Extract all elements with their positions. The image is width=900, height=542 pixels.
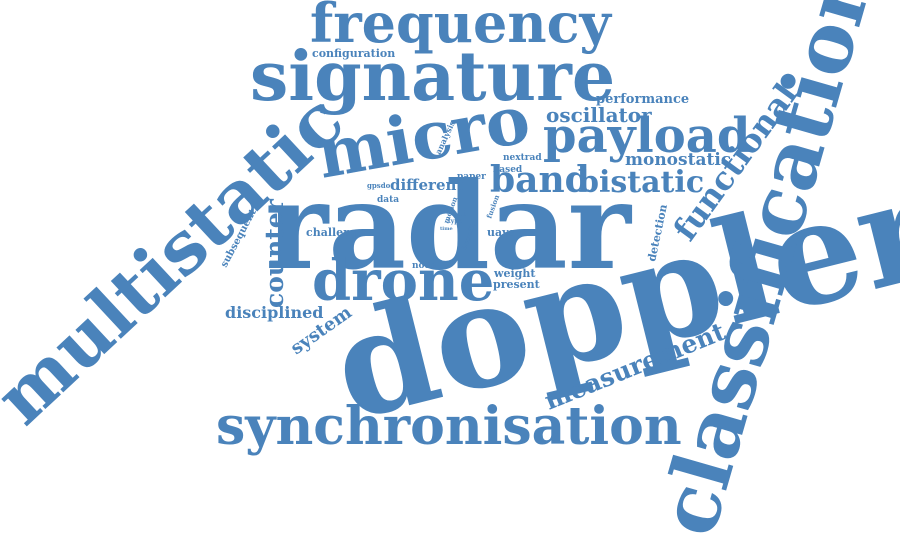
word-low: low xyxy=(443,206,453,212)
word-band: band xyxy=(490,159,590,201)
word-cot: cot xyxy=(452,208,466,218)
word-frequency: frequency xyxy=(310,0,613,55)
word-challenge: challenge xyxy=(306,226,366,239)
word-payload: payload xyxy=(543,108,750,164)
word-different: different xyxy=(390,176,463,194)
word-disciplined: disciplined xyxy=(225,303,323,322)
word-drone: drone xyxy=(312,248,494,314)
word-oscillator: oscillator xyxy=(546,103,652,127)
word-performance: performance xyxy=(596,92,689,107)
word-paper: paper xyxy=(457,172,486,182)
word-radar: radar xyxy=(265,156,633,297)
word-nextrad: nextrad xyxy=(503,153,542,163)
word-type: type xyxy=(448,218,462,225)
word-counter: counter xyxy=(260,198,289,308)
word-configuration: configuration xyxy=(312,47,395,60)
word-signature: signature xyxy=(250,37,615,117)
word-gpsdo: gpsdo xyxy=(367,181,391,190)
word-weight: weight xyxy=(493,267,536,280)
word-monostatic: monostatic xyxy=(625,150,731,170)
word-node: node xyxy=(412,261,437,271)
word-based: based xyxy=(493,165,523,175)
word-synchronisation: synchronisation xyxy=(216,396,682,457)
word-bistatic: bistatic xyxy=(578,165,704,200)
word-present: present xyxy=(493,278,541,291)
word-time: time xyxy=(440,226,453,232)
word-data: data xyxy=(377,195,399,205)
word-uavs: uavs xyxy=(487,226,515,239)
